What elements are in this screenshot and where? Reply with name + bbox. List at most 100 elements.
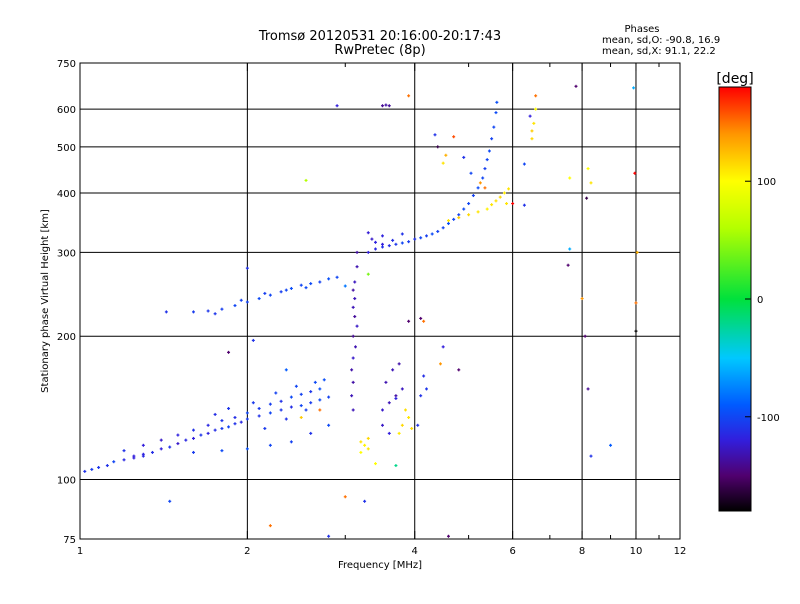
data-point [289,286,293,290]
data-point [476,210,480,214]
data-point [257,414,261,418]
data-point [268,443,272,447]
data-point [522,203,526,207]
data-point [580,297,584,301]
data-point [507,187,511,191]
data-point [583,334,587,338]
data-point [568,176,572,180]
data-point [574,84,578,88]
x-tick-label: 1 [77,546,83,557]
data-point [446,534,450,538]
y-tick-label: 750 [57,59,76,70]
data-point [206,423,210,427]
data-point [419,394,423,398]
data-point [313,380,317,384]
data-point [511,202,515,206]
data-point [304,286,308,290]
data-point [380,242,384,246]
data-point [318,408,322,412]
data-point [422,374,426,378]
data-point [528,114,532,118]
data-point [485,207,489,211]
data-point [634,301,638,305]
data-point [400,423,404,427]
data-point [433,133,437,137]
data-point [370,237,374,241]
grid [80,63,680,539]
data-point [268,293,272,297]
data-point [245,447,249,451]
data-point [373,462,377,466]
data-point [380,423,384,427]
data-point [585,196,589,200]
data-point [483,167,487,171]
data-point [380,408,384,412]
data-point [159,447,163,451]
data-point [632,86,636,90]
data-point [568,247,572,251]
data-point [532,121,536,125]
data-point [589,181,593,185]
x-tick-label: 2 [244,546,250,557]
data-point [471,194,475,198]
data-point [105,464,109,468]
data-point [436,145,440,149]
data-point [263,291,267,295]
data-point [490,203,494,207]
data-point [233,422,237,426]
data-point [462,155,466,159]
data-point [359,440,363,444]
data-point [400,241,404,245]
data-point [168,499,172,503]
data-point [309,401,313,405]
data-point [354,345,358,349]
data-point [122,458,126,462]
y-tick-label: 300 [57,248,76,259]
data-point [380,245,384,249]
data-point [227,425,231,429]
data-point [407,94,411,98]
data-point [530,137,534,141]
data-point [220,419,224,423]
data-point [279,290,283,294]
data-point [335,104,339,108]
x-tick-label: 8 [579,546,585,557]
data-point [384,103,388,107]
data-point [387,431,391,435]
data-point [299,283,303,287]
data-point [159,438,163,442]
data-point [387,401,391,405]
data-point [436,229,440,233]
data-point [141,454,145,458]
data-point [483,186,487,190]
phases-o-stats: mean, sd,O: -90.8, 16.9 [602,35,720,46]
data-point [586,387,590,391]
data-point [422,319,426,323]
data-point [351,288,355,292]
data-point [366,272,370,276]
data-point [355,250,359,254]
data-point [353,297,357,301]
data-point [438,362,442,366]
data-points [83,84,639,538]
data-point [213,428,217,432]
data-point [353,315,357,319]
colorbar: [deg] 100 0 -100 [716,71,780,512]
data-point [309,282,313,286]
data-point [363,443,367,447]
data-point [441,226,445,230]
data-point [289,395,293,399]
data-point [213,312,217,316]
x-tick-labels: 1 2 4 6 8 10 12 [77,546,687,557]
data-point [359,450,363,454]
y-tick-label: 75 [63,535,76,546]
data-point [304,408,308,412]
data-point [299,392,303,396]
data-point [268,411,272,415]
data-point [245,417,249,421]
data-point [478,181,482,185]
x-tick-label: 4 [412,546,418,557]
data-point [467,213,471,217]
data-point [164,310,168,314]
